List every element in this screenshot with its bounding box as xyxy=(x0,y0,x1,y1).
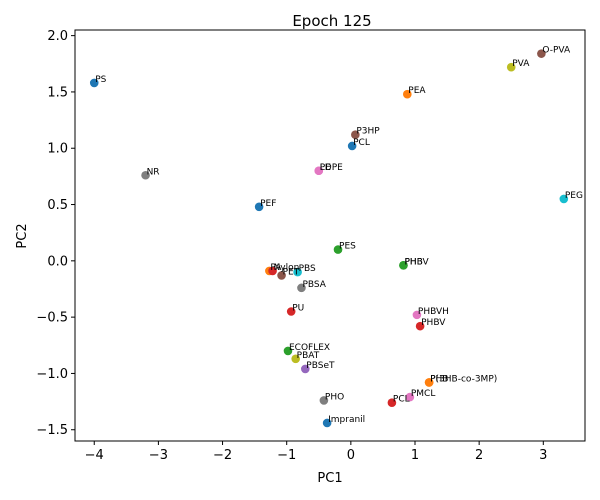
point-label: PHO xyxy=(325,392,344,402)
y-axis: −1.5 −1.0 −0.5 0.0 0.5 1.0 1.5 2.0 xyxy=(36,29,75,438)
data-point xyxy=(141,170,150,180)
y-tick-label: 2.0 xyxy=(47,29,68,44)
y-tick-label: −1.0 xyxy=(36,367,68,382)
point-label: O-PVA xyxy=(542,46,571,56)
data-point xyxy=(506,62,516,72)
y-tick-label: 1.5 xyxy=(47,85,68,100)
point-label: LDPE xyxy=(320,163,343,173)
data-point xyxy=(537,49,546,58)
point-label: ECOFLEX xyxy=(289,343,330,353)
point-label: PMCL xyxy=(411,389,436,399)
data-point xyxy=(283,346,293,356)
data-point xyxy=(387,398,397,408)
point-label: PA xyxy=(270,263,282,273)
data-point xyxy=(559,194,569,204)
point-label: PU xyxy=(292,304,304,314)
y-tick-label: −0.5 xyxy=(36,311,68,326)
point-label: PBSeT xyxy=(306,361,335,371)
point-label: NR xyxy=(147,167,160,177)
point-label: PEA xyxy=(408,86,426,96)
point-label: PES xyxy=(339,242,356,252)
data-point xyxy=(403,89,412,99)
y-tick-label: −1.5 xyxy=(36,423,68,438)
point-label: PET xyxy=(283,267,300,277)
data-point xyxy=(333,245,343,254)
x-tick-label: −3 xyxy=(149,448,168,463)
data-point xyxy=(351,130,360,140)
point-label: Nylon xyxy=(274,263,300,273)
point-label: PHB xyxy=(404,257,422,267)
x-tick-label: 2 xyxy=(475,448,483,463)
x-tick-label: −4 xyxy=(85,448,104,463)
data-point xyxy=(399,261,408,270)
x-axis: −4 −3 −2 −1 0 1 2 3 xyxy=(85,441,547,463)
data-point xyxy=(268,266,277,276)
point-label: PHBV xyxy=(404,257,429,267)
data-point xyxy=(89,78,99,88)
x-axis-title: PC1 xyxy=(317,471,342,486)
point-label: PCL xyxy=(353,138,370,148)
point-label: PE xyxy=(320,163,331,173)
data-point xyxy=(415,321,425,331)
y-axis-title: PC2 xyxy=(15,223,30,248)
x-tick-label: 3 xyxy=(539,448,547,463)
point-label: P3HP xyxy=(356,127,380,137)
data-point xyxy=(424,378,434,387)
point-label: PS xyxy=(95,75,106,85)
point-label: PBS xyxy=(299,264,316,274)
data-point xyxy=(347,141,357,151)
y-tick-label: 0.0 xyxy=(47,254,68,269)
point-label: PHBV xyxy=(421,318,446,328)
data-point xyxy=(405,392,415,402)
y-tick-label: 0.5 xyxy=(47,198,68,213)
point-label: PBAT xyxy=(297,351,320,361)
data-point xyxy=(314,166,324,176)
x-tick-label: 1 xyxy=(411,448,419,463)
data-point xyxy=(293,267,302,277)
point-label: PBSA xyxy=(302,280,326,290)
data-point xyxy=(254,202,264,212)
point-label: P(3HB-co-3MP) xyxy=(430,374,497,384)
data-point xyxy=(286,307,296,316)
point-label: PCL xyxy=(393,395,410,405)
point-label: PHBVH xyxy=(418,307,449,317)
chart-title: Epoch 125 xyxy=(292,12,371,30)
x-tick-label: 0 xyxy=(347,448,355,463)
data-point xyxy=(297,283,306,293)
point-label: PEF xyxy=(260,199,276,209)
plot-frame xyxy=(74,29,586,442)
point-label: PEG xyxy=(565,191,583,201)
point-label: PVA xyxy=(512,59,530,69)
point-label: Impranil xyxy=(328,415,365,425)
data-point xyxy=(277,271,286,280)
data-point xyxy=(322,418,332,428)
data-point xyxy=(301,364,310,374)
y-tick-label: 1.0 xyxy=(47,142,68,157)
x-tick-label: −1 xyxy=(277,448,296,463)
data-point xyxy=(291,354,300,364)
point-label: PHB xyxy=(430,374,448,384)
x-tick-label: −2 xyxy=(213,448,232,463)
data-point xyxy=(412,310,422,320)
data-point xyxy=(319,396,329,405)
